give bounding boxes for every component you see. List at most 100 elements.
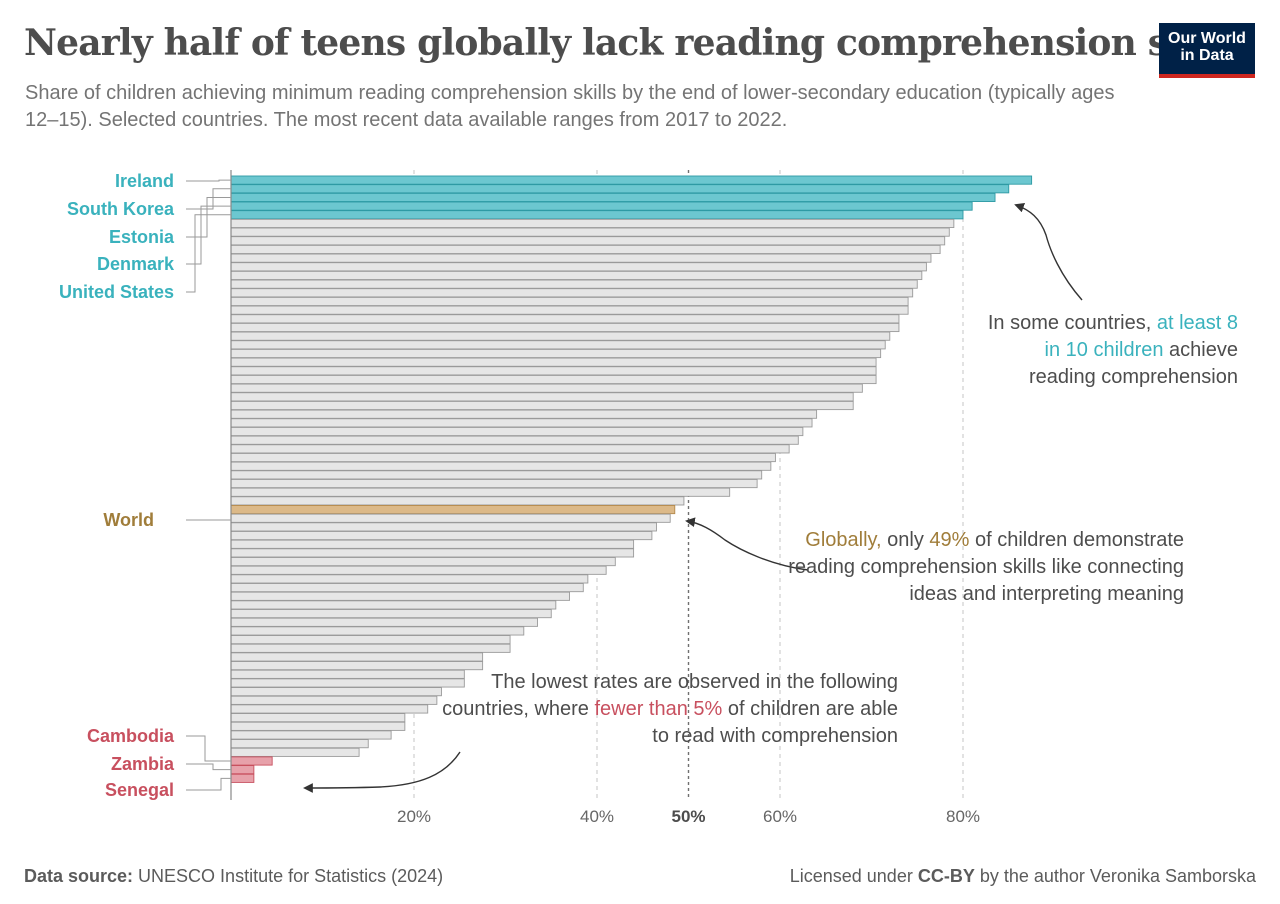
bar [230,201,973,211]
bar [230,739,369,749]
bar [230,409,818,419]
license-link[interactable]: CC-BY [917,866,975,886]
annotation-world-post: of children demonstrate reading comprehe… [788,529,1184,605]
bar [230,244,941,255]
annotation-arrow-low [303,751,461,793]
bar [230,253,932,263]
leader-line [186,205,231,265]
bar [230,270,923,281]
x-tick-label: 60% [763,807,797,826]
bar [230,426,804,437]
bar [230,374,877,385]
bar [230,756,273,766]
bar [230,574,589,584]
bar [230,652,484,662]
bar [230,331,891,341]
category-label: South Korea [67,199,175,219]
bar [230,218,955,229]
bar [230,392,854,402]
category-label: Ireland [115,171,174,191]
bar [230,583,584,593]
bar [230,496,685,506]
data-source: Data source: UNESCO Institute for Statis… [24,866,443,887]
bar [230,773,255,783]
x-tick-label: 50% [671,807,705,826]
bar [230,513,671,523]
leader-line [186,763,231,771]
bar [230,357,877,367]
owid-logo[interactable]: Our World in Data [1159,23,1255,78]
bar [230,695,438,705]
bar [230,296,909,307]
bar [230,305,909,315]
annotation-low-pre: The lowest rates are observed in the fol… [442,671,898,720]
annotation-arrow-high [1014,203,1083,301]
bar [230,470,763,480]
bar [230,531,653,541]
leader-line [186,196,231,238]
bar [230,400,854,411]
bar [230,747,360,757]
chart-title: Nearly half of teens globally lack readi… [24,22,1250,64]
bar [230,210,964,220]
category-label: Denmark [97,254,175,274]
bar [230,322,900,333]
leader-line [186,179,231,182]
bar [230,600,557,610]
logo-line-2: in Data [1180,47,1234,64]
bar [230,626,525,636]
bar [230,643,511,653]
bar [230,635,511,645]
logo-line-1: Our World [1168,30,1246,47]
leader-line [186,188,231,210]
annotation-high: In some countries, at least 8 in 10 chil… [980,310,1238,391]
annotation-high-pre: In some countries, [987,312,1157,334]
annotation-world: Globally, only 49% of children demonstra… [760,527,1184,608]
bar [230,340,886,350]
license-post: by the author Veronika Samborska [974,866,1256,886]
bar [230,383,863,393]
bar [230,236,946,246]
license-note: Licensed under CC-BY by the author Veron… [790,866,1256,887]
category-label: Cambodia [87,726,175,746]
bar [230,609,552,619]
data-source-label: Data source: [24,866,134,886]
bar [230,487,731,497]
bar [230,184,1010,194]
category-label: Senegal [105,780,174,800]
bar [230,461,772,471]
bar [230,730,392,740]
bar [230,765,255,775]
data-source-text: UNESCO Institute for Statistics (2024) [133,866,444,886]
x-tick-label: 20% [397,807,431,826]
bar [230,721,406,731]
bar [230,175,1033,185]
bar [230,366,877,376]
x-tick-label: 40% [580,807,614,826]
x-tick-label: 80% [946,807,980,826]
annotation-world-highlight2: 49% [929,529,970,551]
bar [230,539,635,549]
annotation-low-highlight: fewer than 5% [594,698,723,720]
annotation-arrow-world [685,517,809,571]
leader-line [186,777,231,791]
bar [230,418,813,428]
bar [230,617,538,627]
bar [230,522,657,532]
bar [230,435,799,445]
bar [230,591,570,601]
bar [230,557,616,567]
bar [230,288,914,298]
bar [230,192,996,202]
bar [230,227,950,237]
annotation-high-highlight: at least 8 in 10 children [1044,312,1238,361]
bar [230,548,635,558]
bar [230,713,406,723]
bar [230,314,900,324]
category-label: World [103,510,154,530]
bar [230,565,607,575]
annotation-low-post: of children are able to read with compre… [652,698,898,747]
bar [230,348,882,359]
annotation-world-highlight: Globally, [805,529,882,551]
